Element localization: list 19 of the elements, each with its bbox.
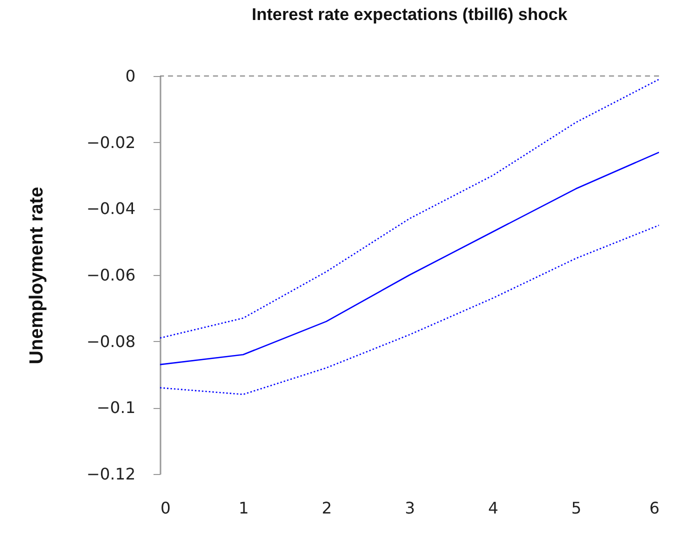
y-tick-label: −0.02 <box>86 132 136 152</box>
x-tick-label: 0 <box>160 498 171 518</box>
line-series <box>160 224 659 396</box>
x-tick-label: 6 <box>649 498 660 518</box>
y-tick-label: 0 <box>125 66 136 86</box>
x-tick-label: 4 <box>488 498 498 518</box>
x-tick-label: 5 <box>571 498 582 518</box>
y-tick-label: −0.06 <box>86 266 136 284</box>
chart-title: Interest rate expectations (tbill6) shock <box>252 5 568 24</box>
x-tick-label: 2 <box>322 498 332 518</box>
x-tick-label: 3 <box>404 498 416 518</box>
y-tick-label: −0.12 <box>86 464 136 484</box>
y-tick-label: −0.08 <box>86 332 136 351</box>
y-tick-label: −0.04 <box>86 199 136 218</box>
y-tick-label: −0.1 <box>96 398 136 418</box>
line-series <box>160 152 659 366</box>
x-tick-label: 1 <box>238 498 249 518</box>
line-series <box>160 78 659 339</box>
y-axis-title: Unemployment rate <box>26 186 48 364</box>
